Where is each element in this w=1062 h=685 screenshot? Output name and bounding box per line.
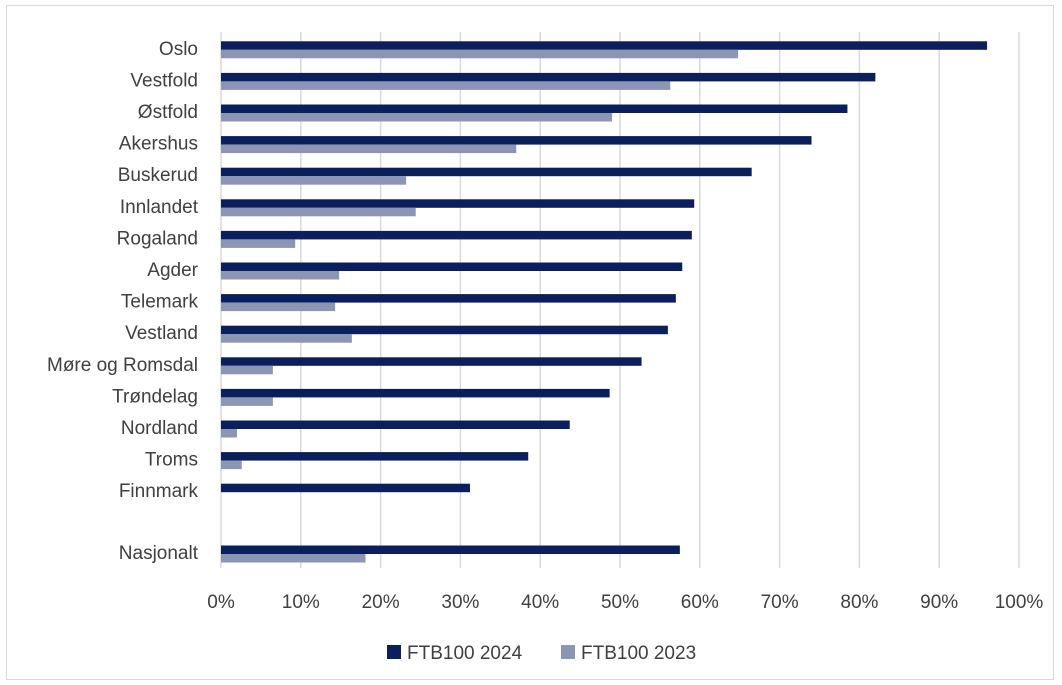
bar-ftb100-2024 [221,388,610,398]
legend-label-ftb100-2023: FTB100 2023 [581,643,696,664]
bar-ftb100-2024 [221,136,812,145]
bar-ftb100-2023 [221,113,613,122]
bar-ftb100-2024 [221,199,695,208]
category-label: Møre og Romsdal [47,355,198,376]
bar-ftb100-2024 [221,483,470,493]
x-tick-label: 50% [601,592,639,613]
legend: FTB100 2024 FTB100 2023 [387,643,696,664]
bar-ftb100-2023 [221,239,296,248]
category-label: Vestfold [130,70,198,91]
category-label: Oslo [159,39,198,60]
bar-ftb100-2024 [221,72,876,82]
bar-ftb100-2024 [221,262,683,271]
x-tick-label: 40% [521,592,559,613]
category-label: Innlandet [120,197,199,218]
bar-ftb100-2023 [221,397,273,406]
bar-ftb100-2024 [221,104,848,113]
category-label: Trøndelag [112,386,198,407]
bar-ftb100-2023 [221,460,242,470]
x-tick-label: 60% [681,592,719,613]
bar-ftb100-2023 [221,176,407,185]
x-tick-label: 20% [362,592,400,613]
legend-label-ftb100-2024: FTB100 2024 [407,643,523,664]
category-label: Troms [145,450,198,471]
x-tick-label: 30% [441,592,479,613]
x-tick-label: 10% [282,592,320,613]
x-tick-labels: 0% 10% 20% 30% 40% 50% 60% 70% 80% 90% 100% [207,592,1043,613]
bar-ftb100-2023 [221,207,416,217]
bar-ftb100-2023 [221,302,336,312]
category-label: Østfold [138,102,198,123]
category-labels: Oslo Vestfold Østfold Akershus Buskerud Innla… [47,39,199,564]
bar-ftb100-2024 [221,167,752,177]
x-tick-label: 80% [840,592,878,613]
bar-ftb100-2023 [221,365,273,375]
bar-ftb100-2024 [221,452,529,461]
legend-swatch-ftb100-2024 [387,645,401,659]
bar-ftb100-2023 [221,144,517,154]
category-label: Finnmark [119,481,199,502]
bar-ftb100-2024 [221,420,570,429]
x-tick-label: 70% [761,592,799,613]
category-label: Akershus [119,134,198,155]
bar-ftb100-2023 [221,334,352,343]
bar-ftb100-2024 [221,545,680,554]
category-label: Nordland [121,418,198,439]
bar-ftb100-2024 [221,357,642,366]
category-label: Vestland [125,323,198,344]
category-label: Agder [147,260,198,281]
bar-ftb100-2023 [221,429,237,438]
x-tick-label: 90% [920,592,958,613]
bar-ftb100-2024 [221,325,668,335]
category-label: Nasjonalt [119,543,199,564]
legend-swatch-ftb100-2023 [561,645,575,659]
category-label: Buskerud [118,165,198,186]
bar-ftb100-2024 [221,230,692,240]
category-label: Rogaland [117,228,198,249]
x-tick-label: 100% [995,592,1044,613]
bar-ftb100-2023 [221,271,340,280]
bars [221,41,988,563]
bar-ftb100-2023 [221,554,366,563]
category-label: Telemark [121,292,199,313]
bar-ftb100-2024 [221,41,988,50]
x-tick-label: 0% [207,592,235,613]
bar-ftb100-2023 [221,49,739,59]
bar-ftb100-2023 [221,81,671,90]
bar-ftb100-2024 [221,294,676,303]
